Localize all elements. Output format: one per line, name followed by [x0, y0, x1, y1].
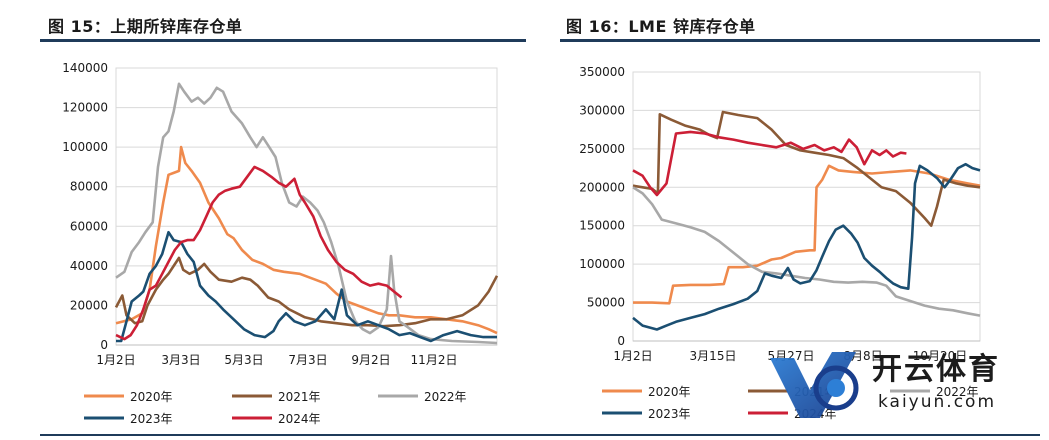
- watermark-logo-icon: [770, 352, 859, 418]
- right-figure-title: 图 16：LME 锌库存仓单: [566, 17, 756, 36]
- right-legend-label: 2020年: [648, 385, 691, 399]
- right-y-tick-label: 200000: [579, 180, 625, 194]
- watermark: 开云体育 kaiyun.com: [760, 340, 1049, 430]
- left-series-line-2024年: [115, 165, 403, 341]
- left-x-tick-label: 1月2日: [96, 353, 135, 367]
- left-y-tick-label: 120000: [62, 101, 108, 115]
- left-series-line-2020年: [115, 145, 498, 335]
- right-y-tick-label: 250000: [579, 142, 625, 156]
- right-chart-panel: 图 16：LME 锌库存仓单 0 50000 100000 150000 200000 2…: [560, 0, 1049, 440]
- right-x-tick-label: 10月20日: [913, 349, 968, 363]
- right-legend-label: 2023年: [648, 407, 691, 421]
- left-x-axis: 1月2日 3月3日 5月3日 7月3日 9月2日 11月2日: [96, 353, 457, 367]
- left-x-tick-label: 3月3日: [161, 353, 200, 367]
- left-chart-panel: 图 15：上期所锌库存仓单 0 20000 40000 60000 80000 10000…: [0, 0, 526, 440]
- right-series-line-2020年: [633, 164, 981, 305]
- left-y-tick-label: 140000: [62, 61, 108, 75]
- left-y-tick-label: 40000: [70, 259, 108, 273]
- left-legend: 2020年 2021年 2022年 2023年 2024年: [84, 390, 467, 426]
- left-y-tick-label: 0: [100, 338, 108, 352]
- left-legend-label: 2020年: [130, 390, 173, 404]
- left-legend-label: 2024年: [278, 412, 321, 426]
- right-y-tick-label: 150000: [579, 219, 625, 233]
- right-y-tick-label: 0: [617, 334, 625, 348]
- right-y-tick-label: 350000: [579, 65, 625, 79]
- right-y-axis: 0 50000 100000 150000 200000 250000 300000 3500…: [579, 65, 980, 348]
- left-y-tick-label: 20000: [70, 298, 108, 312]
- left-y-axis: 0 20000 40000 60000 80000 100000 120000 140000: [62, 61, 497, 352]
- left-legend-label: 2022年: [424, 390, 467, 404]
- right-series-line-2022年: [632, 186, 981, 317]
- left-figure-title: 图 15：上期所锌库存仓单: [48, 17, 243, 36]
- right-y-tick-label: 100000: [579, 257, 625, 271]
- right-series-line-2024年: [632, 130, 907, 197]
- right-x-tick-label: 3月15日: [690, 349, 737, 363]
- left-legend-label: 2023年: [130, 412, 173, 426]
- left-series-line-2023年: [116, 230, 497, 343]
- left-x-tick-label: 11月2日: [411, 353, 458, 367]
- left-line-chart: 0 20000 40000 60000 80000 100000 120000 140000 1…: [62, 61, 499, 426]
- right-x-tick-label: 1月2日: [613, 349, 652, 363]
- left-y-tick-label: 80000: [70, 180, 108, 194]
- watermark-text-en: kaiyun.com: [878, 392, 997, 412]
- right-legend-label: 2022年: [936, 385, 979, 399]
- right-series-line-2021年: [632, 110, 981, 227]
- right-y-tick-label: 300000: [579, 103, 625, 117]
- left-x-tick-label: 7月3日: [288, 353, 327, 367]
- left-series-line-2022年: [115, 82, 498, 345]
- left-x-tick-label: 5月3日: [224, 353, 263, 367]
- right-title-rule: [560, 39, 1040, 42]
- right-series-line-2023年: [632, 162, 981, 331]
- right-plot-area: [632, 71, 981, 342]
- left-title-rule: [40, 39, 526, 42]
- left-series-line-2021年: [114, 256, 499, 328]
- right-line-chart: 0 50000 100000 150000 200000 250000 300000 3500…: [579, 65, 981, 421]
- left-x-tick-label: 9月2日: [351, 353, 390, 367]
- watermark-text-cn: 开云体育: [872, 352, 1000, 387]
- left-y-tick-label: 60000: [70, 219, 108, 233]
- bottom-rule: [40, 434, 1040, 436]
- left-y-tick-label: 100000: [62, 140, 108, 154]
- left-legend-label: 2021年: [278, 390, 321, 404]
- right-y-tick-label: 50000: [587, 296, 625, 310]
